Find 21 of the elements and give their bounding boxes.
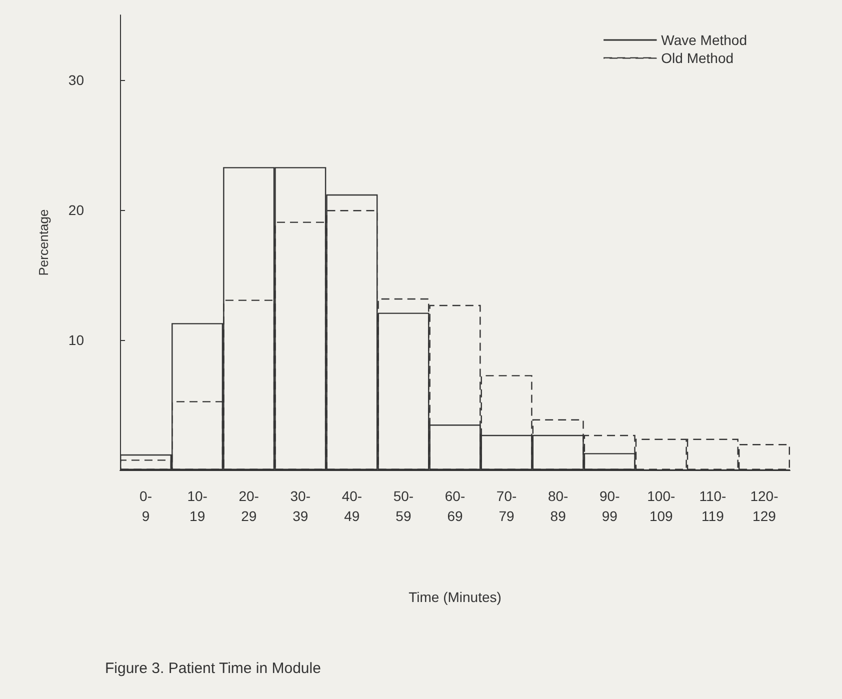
text: Figure 3. Patient Time in Module <box>105 660 321 677</box>
legend-label: Old Method <box>661 50 734 66</box>
x-tick-label: 20- 29 <box>238 488 260 524</box>
x-tick-label: 0- 9 <box>140 488 152 524</box>
x-tick-label: 30- 39 <box>290 488 311 524</box>
x-tick-label: 80- 89 <box>548 488 569 524</box>
x-tick-label: 90- 99 <box>600 488 620 524</box>
x-tick-label: 60- 69 <box>444 488 466 524</box>
x-tick-label: 10- 19 <box>187 488 208 524</box>
legend-label: Wave Method <box>661 32 748 48</box>
x-axis-title: Time (Minutes) <box>408 589 502 605</box>
y-tick-label: 20 <box>68 202 84 218</box>
x-tick-label: 120- 129 <box>750 488 779 524</box>
y-tick-label: 30 <box>68 72 84 88</box>
x-tick-label: 40- 49 <box>342 488 362 524</box>
x-tick-label: 100- 109 <box>647 488 676 524</box>
x-tick-label: 110- 119 <box>699 488 727 524</box>
y-tick-label: 10 <box>68 332 84 348</box>
x-tick-label: 50- 59 <box>393 488 414 524</box>
x-tick-label: 70- 79 <box>496 488 517 524</box>
y-axis-title: Percentage <box>36 209 51 276</box>
